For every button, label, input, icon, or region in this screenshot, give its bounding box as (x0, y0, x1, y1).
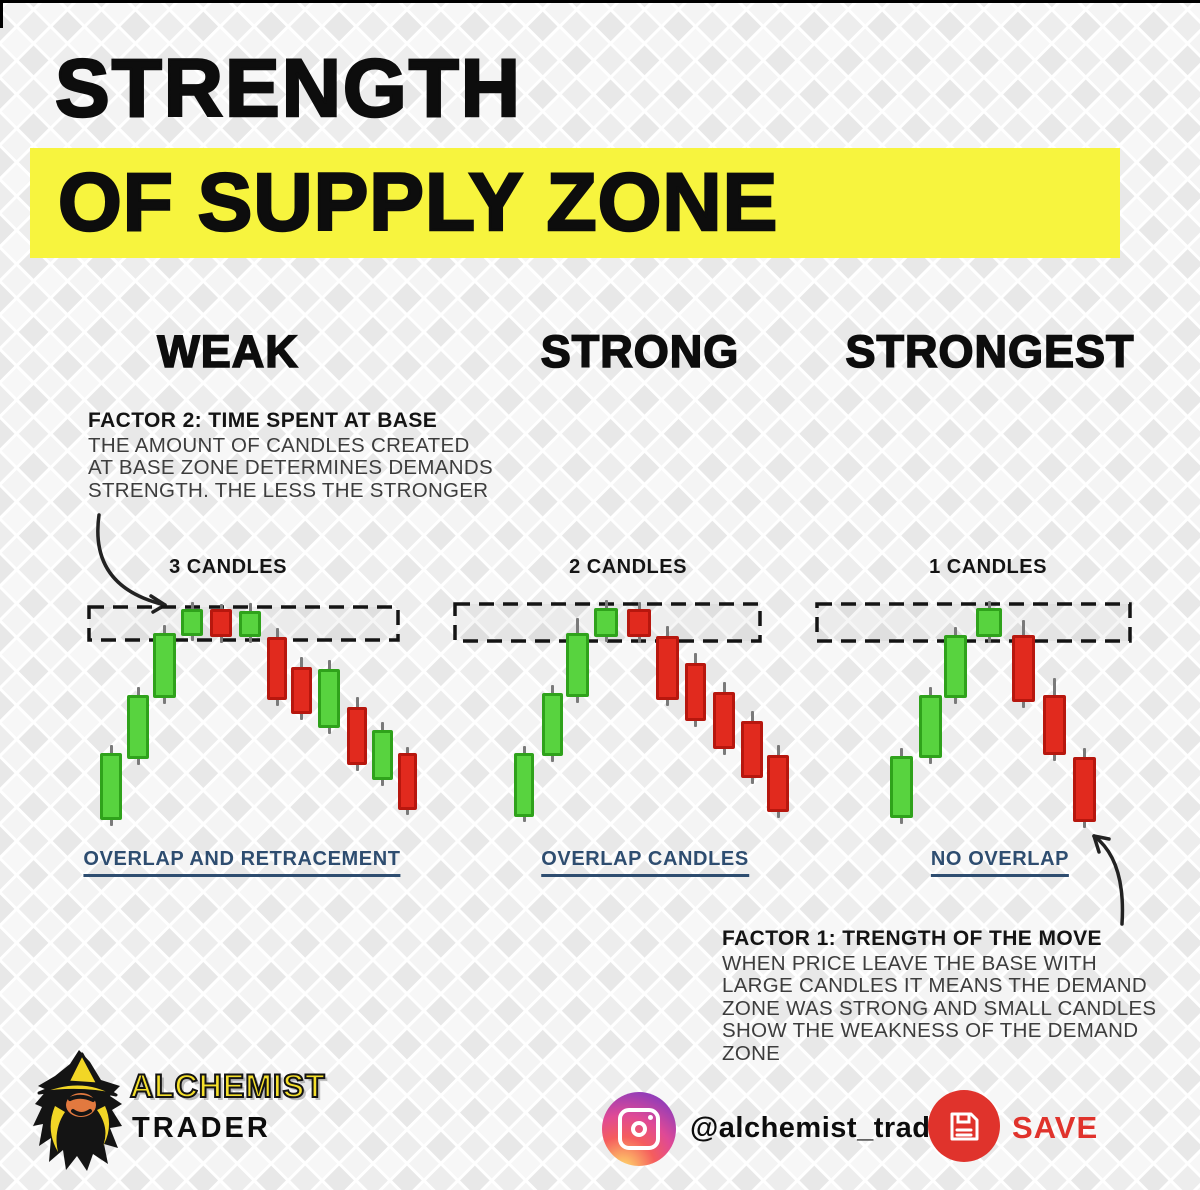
save-label[interactable]: SAVE (1012, 1110, 1099, 1145)
factor1-annotation: FACTOR 1: TRENGTH OF THE MOVE WHEN PRICE… (722, 927, 1192, 1065)
candle-body-green (890, 756, 913, 818)
candle-body-red (210, 609, 232, 637)
factor2-line: THE AMOUNT OF CANDLES CREATED (88, 433, 470, 457)
supply-zone-box (87, 605, 400, 642)
candle-body-red (713, 692, 735, 749)
candle-body-red (741, 721, 763, 778)
candles-count-label-1: 3 CANDLES (169, 556, 287, 578)
factor2-annotation: FACTOR 2: TIME SPENT AT BASE THE AMOUNT … (88, 409, 508, 502)
curved-arrow-to-candle (1092, 834, 1125, 926)
candle-body-green (542, 693, 563, 756)
factor1-line: LARGE CANDLES IT MEANS THE DEMAND (722, 974, 1147, 997)
factor2-line: AT BASE ZONE DETERMINES DEMANDS (88, 456, 493, 479)
candle-body-green (239, 611, 261, 637)
candle-body-red (267, 637, 287, 700)
candle-body-green (944, 635, 967, 698)
supply-zone-box (815, 602, 1132, 643)
candle-body-green (127, 695, 149, 759)
candle-body-red (398, 753, 417, 810)
factor2-heading: FACTOR 2: TIME SPENT AT BASE (88, 409, 438, 432)
wizard-logo-icon (33, 1050, 122, 1171)
candle-body-red (767, 755, 789, 812)
page-title: STRENGTH (54, 42, 522, 136)
instagram-camera-outline (618, 1108, 660, 1150)
candle-body-red (1043, 695, 1066, 755)
candle-body-green (100, 753, 122, 820)
factor1-line: WHEN PRICE LEAVE THE BASE WITH (722, 951, 1098, 975)
brand-name-trader: TRADER (132, 1112, 271, 1144)
title-highlight-band: OF SUPPLY ZONE (30, 148, 1120, 258)
instagram-camera-flash-dot (648, 1115, 653, 1120)
candle-body-green (153, 633, 176, 698)
zone-label-overlap-retracement: OVERLAP AND RETRACEMENT (83, 848, 401, 877)
zone-label-overlap-candles: OVERLAP CANDLES (541, 848, 749, 877)
instagram-handle[interactable]: @alchemist_trader (690, 1112, 959, 1144)
candle-body-red (685, 663, 706, 721)
instagram-camera-lens (631, 1121, 647, 1137)
candle-body-green (372, 730, 393, 780)
candle-body-green (514, 753, 534, 817)
candle-body-red (291, 667, 312, 714)
left-edge-line (0, 0, 3, 28)
floppy-disk-icon (950, 1112, 979, 1141)
page-subtitle: OF SUPPLY ZONE (57, 156, 779, 250)
candles-count-label-2: 2 CANDLES (569, 556, 687, 578)
candles-count-label-3: 1 CANDLES (929, 556, 1047, 578)
supply-zone-box (453, 602, 762, 643)
candle-body-red (1073, 757, 1096, 822)
factor2-line: STRENGTH. THE LESS THE STRONGER (88, 478, 489, 502)
column-header-strong: STRONG (540, 325, 740, 378)
candle-body-green (919, 695, 942, 758)
candle-body-green (566, 633, 589, 697)
factor1-heading: FACTOR 1: TRENGTH OF THE MOVE (722, 927, 1102, 950)
factor1-line: ZONE WAS STRONG AND SMALL CANDLES (722, 996, 1157, 1020)
brand-name-alchemist: ALCHEMIST (129, 1067, 326, 1105)
column-header-strongest: STRONGEST (845, 325, 1135, 378)
candle-body-red (347, 707, 367, 765)
candle-body-green (318, 669, 340, 728)
candle-body-green (976, 608, 1002, 637)
save-button[interactable] (928, 1090, 1000, 1162)
top-edge-line (0, 0, 1200, 3)
candle-body-green (594, 608, 618, 637)
instagram-icon[interactable] (602, 1092, 676, 1166)
candle-body-green (181, 609, 203, 636)
zone-label-no-overlap: NO OVERLAP (930, 848, 1070, 877)
candle-body-red (627, 609, 651, 637)
candle-body-red (1012, 635, 1035, 702)
factor1-line: SHOW THE WEAKNESS OF THE DEMAND ZONE (722, 1019, 1139, 1065)
candle-body-red (656, 636, 679, 700)
column-header-weak: WEAK (156, 325, 299, 378)
